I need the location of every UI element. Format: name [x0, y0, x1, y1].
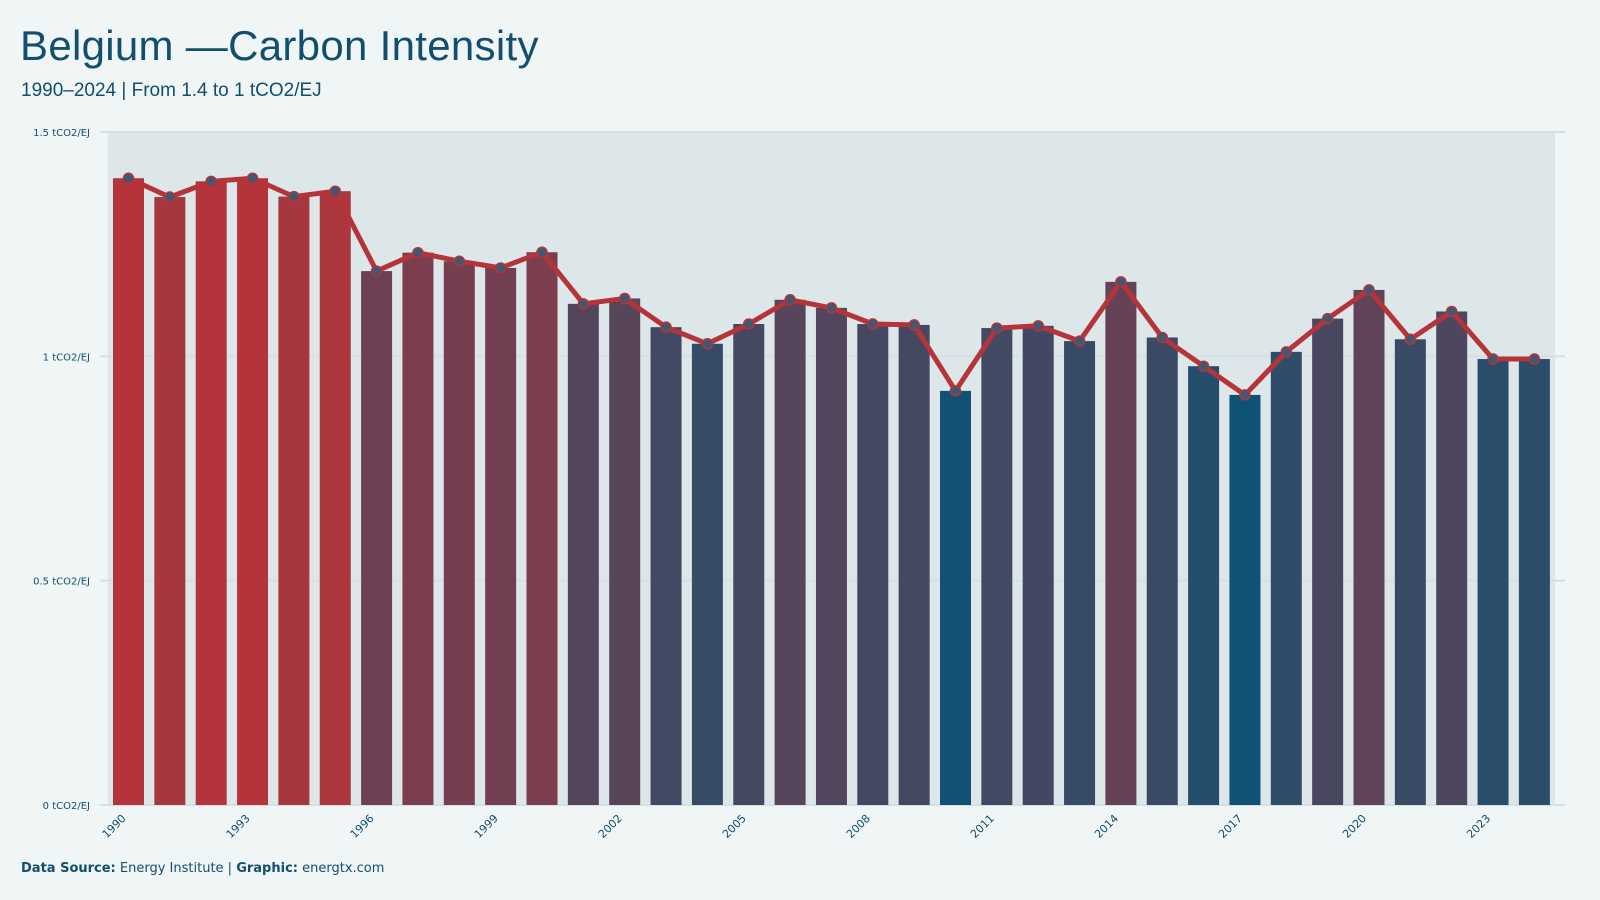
data-point [1363, 284, 1375, 296]
bar [113, 178, 144, 806]
y-tick-label: 1.5 tCO2/EJ [33, 128, 90, 139]
data-point [1445, 305, 1458, 318]
bar [195, 181, 227, 805]
x-tick-label: 2008 [844, 812, 873, 841]
bar [278, 196, 310, 805]
graphic-label: Graphic: [236, 861, 298, 876]
graphic-value: energtx.com [302, 861, 385, 876]
source-value: Energy Institute | [119, 861, 233, 876]
bar [1477, 359, 1509, 805]
bar [567, 303, 599, 805]
data-point [122, 172, 135, 184]
bar [733, 324, 765, 805]
data-point [908, 319, 920, 331]
bar [940, 390, 971, 805]
bar [1064, 341, 1096, 805]
bar [154, 197, 186, 806]
data-point [1280, 346, 1293, 358]
bar [898, 324, 930, 805]
data-point [370, 265, 383, 277]
data-point [1156, 331, 1168, 344]
x-tick-label: 2023 [1464, 812, 1493, 841]
x-tick-label: 2017 [1216, 812, 1245, 841]
data-point [1073, 335, 1086, 347]
bar [691, 343, 723, 805]
bar [650, 327, 682, 805]
bar [1188, 366, 1220, 805]
bar [1105, 281, 1137, 805]
data-point [577, 298, 590, 310]
bar [402, 252, 434, 805]
chart-subtitle: 1990–2024 | From 1.4 to 1 tCO2/EJ [21, 80, 322, 101]
data-point [1487, 353, 1499, 365]
source-footer: Data Source: Energy Institute | Graphic:… [21, 861, 384, 876]
bar [1518, 359, 1550, 805]
bar [1394, 339, 1426, 805]
bar [443, 261, 475, 805]
data-point [1197, 360, 1210, 372]
data-point [164, 191, 176, 203]
y-tick-label: 1 tCO2/EJ [43, 352, 90, 363]
data-point [494, 262, 507, 274]
bar [237, 178, 269, 806]
data-point [1239, 389, 1251, 401]
bar [1229, 394, 1261, 805]
data-point [1032, 320, 1044, 332]
bar [774, 299, 806, 805]
point-markers [122, 172, 1541, 401]
x-tick-label: 2005 [720, 812, 749, 841]
data-point [453, 255, 466, 267]
chart-title: Belgium —Carbon Intensity [20, 22, 539, 69]
data-point [246, 172, 259, 184]
bars [113, 178, 1550, 806]
data-point [1404, 333, 1417, 346]
data-point [701, 338, 714, 350]
data-point [205, 175, 217, 188]
data-point [412, 246, 424, 259]
data-point [329, 185, 341, 197]
data-point [1321, 312, 1334, 325]
bar [1312, 318, 1344, 805]
data-point [949, 385, 962, 397]
x-tick-label: 2011 [968, 812, 997, 841]
data-point [1115, 276, 1127, 288]
data-point [825, 302, 838, 314]
y-axis-ticks: 0 tCO2/EJ 0.5 tCO2/EJ 1 tCO2/EJ 1.5 tCO2/EJ [33, 128, 90, 812]
bar [1353, 289, 1385, 805]
x-axis-ticks: 1990 1993 1996 1999 2002 2005 2008 2011 2014 2017… [100, 812, 1494, 841]
data-point [991, 322, 1003, 334]
bar [1270, 351, 1302, 805]
x-tick-label: 1993 [224, 812, 253, 841]
data-point [618, 292, 631, 305]
x-tick-label: 2014 [1092, 812, 1121, 841]
bar [1022, 325, 1054, 805]
bar [1436, 311, 1468, 805]
bar [485, 267, 517, 805]
bar [526, 252, 558, 805]
bar [319, 191, 351, 805]
source-label: Data Source: [21, 861, 116, 876]
bar [815, 307, 847, 805]
data-point [743, 318, 755, 330]
x-tick-label: 1996 [348, 812, 377, 841]
data-point [1528, 353, 1541, 365]
y-tick-label: 0 tCO2/EJ [43, 801, 90, 812]
bar [609, 298, 641, 805]
y-tick-label: 0.5 tCO2/EJ [33, 577, 90, 588]
data-point [784, 294, 796, 306]
bar [857, 324, 889, 805]
data-point [536, 246, 548, 258]
x-tick-label: 1999 [472, 812, 501, 841]
data-point [288, 190, 300, 203]
x-tick-label: 2020 [1340, 812, 1369, 841]
x-tick-label: 2002 [596, 812, 625, 841]
data-point [660, 321, 672, 333]
data-point [867, 318, 879, 330]
bar [1146, 337, 1178, 805]
x-tick-label: 1990 [100, 812, 129, 841]
bar [981, 328, 1013, 805]
bar [361, 271, 393, 805]
